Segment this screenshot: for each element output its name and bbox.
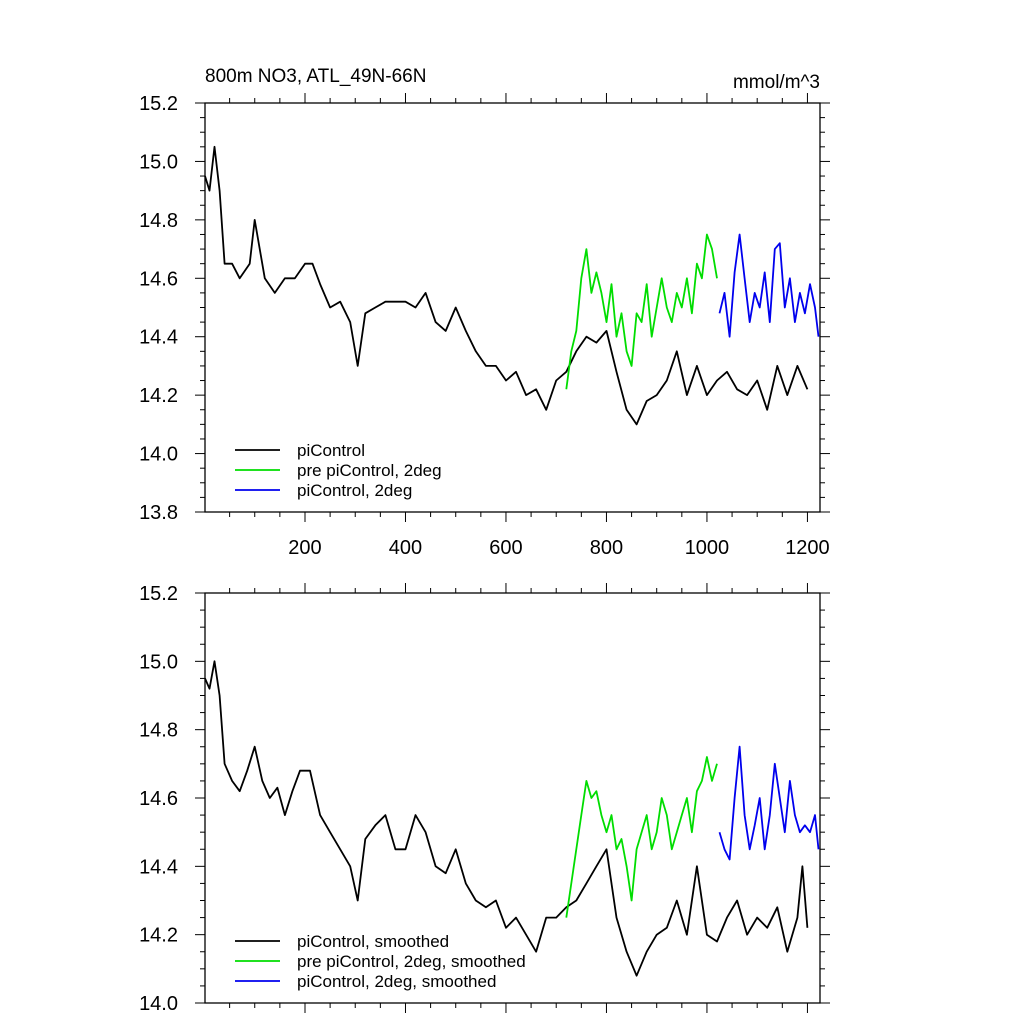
x-tick-label: 600 (489, 537, 522, 559)
y-tick-label: 14.2 (139, 925, 178, 947)
y-tick-label: 15.2 (139, 583, 178, 605)
y-tick-label: 14.0 (139, 444, 178, 466)
y-tick-label: 14.8 (139, 210, 178, 232)
series-line-2 (565, 233, 718, 390)
top-panel: 200 400 600 800 1000 1200 13.8 14.0 14.2 14.4 14.6… (139, 93, 830, 559)
y-ticks: 13.8 14.0 14.2 14.4 14.6 14.8 15.0 15.2 (139, 93, 830, 524)
y-ticks: 14.0 14.2 14.4 14.6 14.8 15.0 15.2 (139, 583, 830, 1015)
x-tick-label: 800 (590, 537, 623, 559)
y-tick-label: 14.0 (139, 993, 178, 1015)
y-tick-label: 14.6 (139, 268, 178, 290)
legend-label: pre piControl, 2deg, smoothed (297, 952, 526, 971)
series-line-3 (718, 745, 820, 861)
x-tick-label: 1200 (785, 537, 830, 559)
chart-title: 800m NO3, ATL_49N-66N (205, 66, 426, 87)
bottom-panel: 14.0 14.2 14.4 14.6 14.8 15.0 15.2 piControl, s… (139, 583, 830, 1015)
y-tick-label: 14.6 (139, 788, 178, 810)
series-line-1 (204, 145, 809, 426)
y-tick-label: 14.2 (139, 385, 178, 407)
x-tick-label: 400 (389, 537, 422, 559)
x-tick-label: 200 (288, 537, 321, 559)
y-tick-label: 14.4 (139, 856, 178, 878)
legend-label: piControl, smoothed (297, 932, 449, 951)
series-line-1 (204, 660, 809, 977)
legend-label: pre piControl, 2deg (297, 461, 442, 480)
chart-units: mmol/m^3 (733, 72, 820, 93)
legend-label: piControl, 2deg (297, 481, 412, 500)
x-ticks: 200 400 600 800 1000 1200 (229, 93, 830, 559)
y-tick-label: 14.4 (139, 327, 178, 349)
x-tick-label: 1000 (685, 537, 730, 559)
legend-label: piControl (297, 441, 365, 460)
y-tick-label: 15.0 (139, 151, 178, 173)
y-tick-label: 13.8 (139, 502, 178, 524)
y-tick-label: 14.8 (139, 720, 178, 742)
series-line-3 (718, 233, 820, 338)
y-tick-label: 15.2 (139, 93, 178, 115)
y-tick-label: 15.0 (139, 651, 178, 673)
x-ticks (229, 583, 808, 1013)
legend-label: piControl, 2deg, smoothed (297, 972, 496, 991)
series-line-2 (565, 756, 718, 918)
